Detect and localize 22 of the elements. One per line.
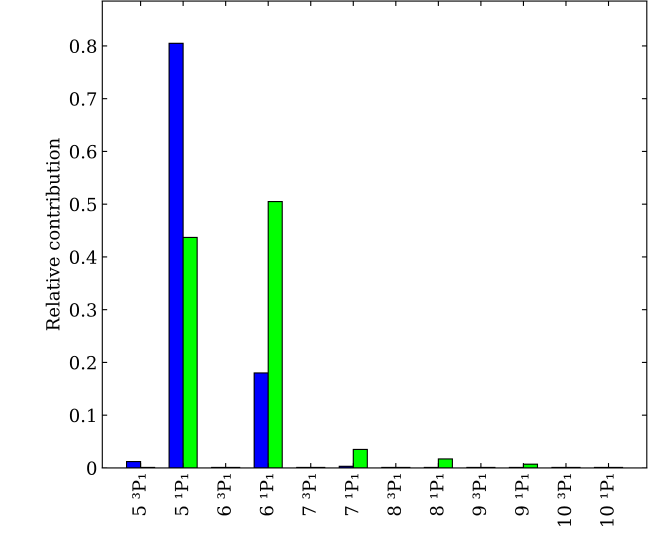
y-tick-label: 0.6 — [70, 144, 96, 159]
x-tick-label: 9 ¹P₁ — [515, 474, 529, 516]
x-tick-label: 9 ³P₁ — [472, 474, 486, 516]
y-tick-label: 0.1 — [70, 408, 95, 422]
x-tick-label: 6 ¹P₁ — [260, 474, 274, 516]
x-tick-label: 8 ¹P₁ — [430, 474, 444, 516]
x-tick-label: 10 ³P₁ — [558, 474, 572, 526]
y-tick-label: 0.2 — [70, 356, 96, 370]
x-tick-label: 8 ³P₁ — [387, 474, 402, 516]
x-tick-label: 5 ¹P₁ — [174, 474, 188, 516]
y-tick-label: 0.4 — [70, 250, 97, 264]
y-tick-label: 0.3 — [70, 303, 96, 317]
y-tick-label: 0 — [87, 461, 96, 476]
x-tick-label: 7 ¹P₁ — [345, 474, 358, 516]
y-axis-title: Relative contribution — [46, 138, 60, 330]
x-tick-label: 6 ³P₁ — [217, 474, 231, 516]
x-tick-label: 7 ³P₁ — [302, 474, 316, 516]
y-tick-label: 0.5 — [70, 198, 96, 212]
y-tick-label: 0.8 — [70, 39, 96, 54]
y-tick-label: 0.7 — [70, 92, 96, 106]
x-tick-label: 10 ¹P₁ — [600, 474, 614, 526]
x-tick-label: 5 ³P₁ — [132, 474, 146, 516]
